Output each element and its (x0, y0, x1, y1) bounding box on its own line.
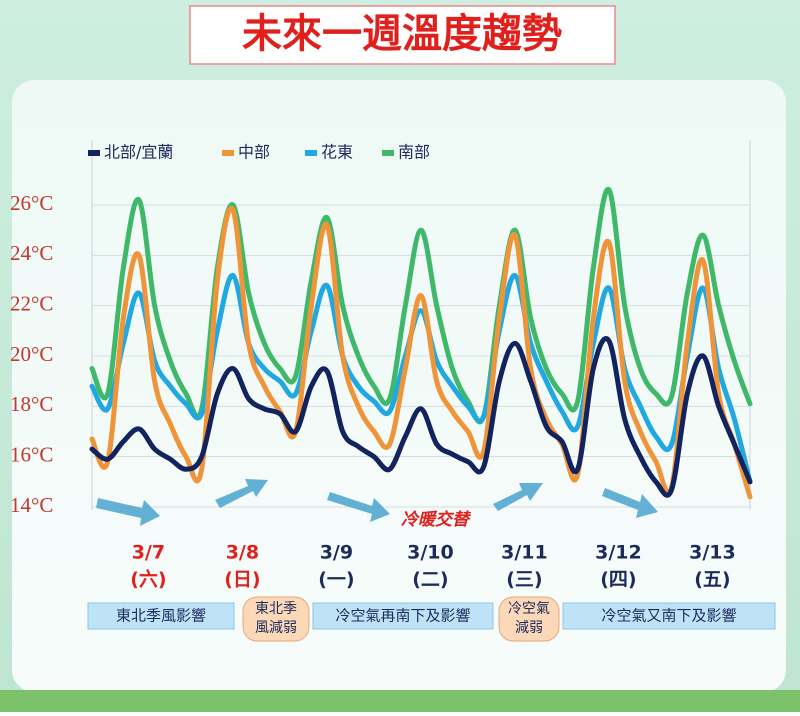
legend-label: 中部 (238, 143, 270, 162)
arrow (96, 498, 160, 526)
weekday-label: (四) (600, 569, 636, 591)
note-label: 冷空氣又南下及影響 (601, 607, 736, 625)
y-tick-label: 22°C (10, 291, 53, 315)
arrow (327, 492, 390, 522)
weekday-label: (一) (318, 569, 354, 591)
note-label: 冷空氣減弱 (508, 601, 550, 636)
weekday-label: (二) (412, 569, 448, 591)
note-box (87, 602, 235, 630)
legend-label: 北部/宜蘭 (104, 143, 173, 162)
y-tick-label: 24°C (10, 241, 53, 265)
note-line: 冷空氣 (508, 601, 550, 617)
series-line (89, 336, 753, 498)
legend-label: 花東 (321, 143, 353, 162)
arrow (493, 483, 543, 511)
weekday-label: (日) (224, 569, 260, 591)
note-label: 東北季風影響 (116, 607, 206, 625)
trend-arrows (96, 479, 658, 526)
weekday-label: (五) (694, 569, 730, 591)
y-tick-label: 26°C (10, 191, 53, 215)
title-box (189, 5, 616, 65)
series-line (89, 205, 753, 500)
date-label: 3/8 (226, 542, 259, 564)
note-bubble (242, 596, 310, 642)
y-tick-label: 18°C (10, 392, 53, 416)
note-box (562, 602, 776, 630)
note-label: 冷空氣再南下及影響 (335, 607, 470, 625)
y-tick-label: 16°C (10, 442, 53, 466)
arrow (215, 479, 268, 508)
date-label: 3/13 (689, 542, 736, 564)
note-line: 減弱 (515, 619, 543, 636)
grass (0, 690, 800, 712)
y-tick-label: 20°C (10, 342, 53, 366)
note-line: 東北季 (255, 601, 297, 617)
chart-title: 未來一週溫度趨勢 (242, 11, 562, 57)
weekday-label: (六) (130, 568, 166, 591)
note-label: 東北季風減弱 (255, 601, 297, 636)
note-box (312, 602, 494, 630)
annotation: 冷暖交替 (401, 510, 472, 530)
note-line: 風減弱 (255, 619, 297, 636)
date-label: 3/9 (320, 542, 353, 564)
date-label: 3/11 (501, 542, 548, 564)
date-label: 3/12 (595, 542, 642, 564)
date-label: 3/7 (132, 542, 165, 564)
arrow (602, 488, 658, 518)
weekday-label: (三) (506, 569, 542, 591)
y-tick-label: 14°C (10, 493, 53, 517)
note-bubble (498, 596, 560, 642)
legend-label: 南部 (398, 143, 430, 162)
date-label: 3/10 (407, 542, 454, 564)
